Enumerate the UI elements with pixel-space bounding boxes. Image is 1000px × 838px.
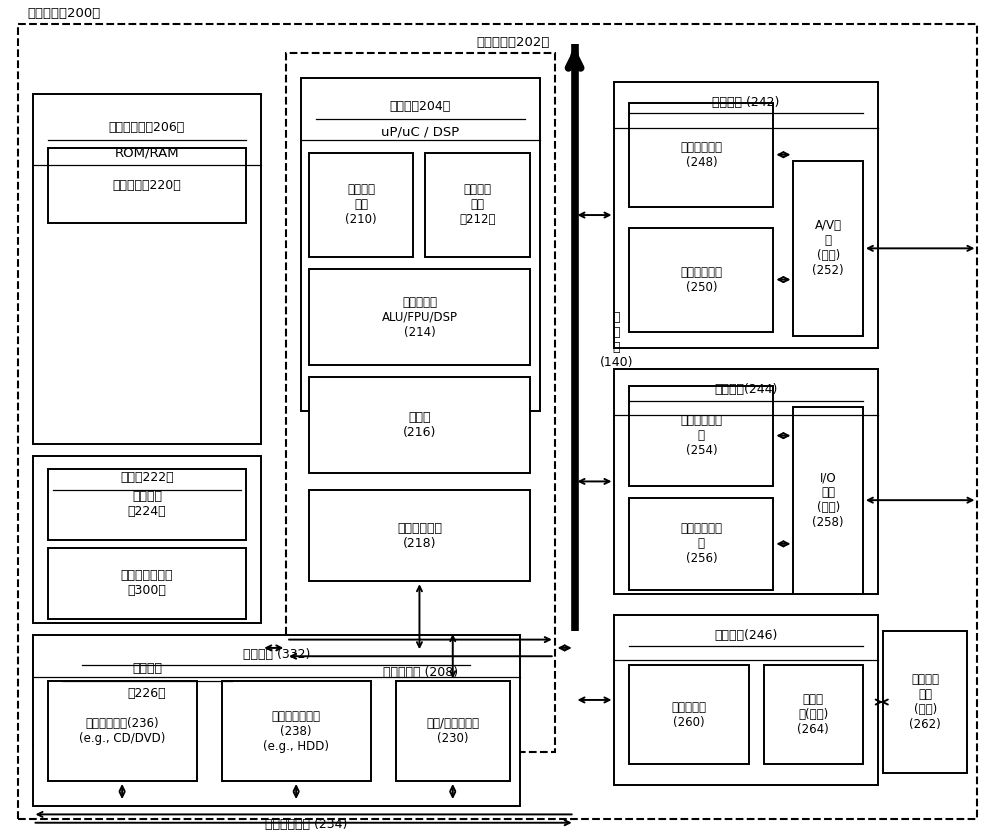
Text: 储存接口总线 (234): 储存接口总线 (234): [265, 818, 347, 831]
Text: 通信端
口(多个)
(264): 通信端 口(多个) (264): [797, 693, 829, 736]
Text: 处理器（204）: 处理器（204）: [390, 101, 451, 113]
Text: 音频处理单元
(250): 音频处理单元 (250): [680, 266, 722, 293]
FancyBboxPatch shape: [764, 665, 863, 764]
Text: 应用（222）: 应用（222）: [120, 471, 174, 484]
Text: uP/uC / DSP: uP/uC / DSP: [381, 126, 460, 138]
FancyBboxPatch shape: [629, 385, 773, 485]
Text: 通信设备(246): 通信设备(246): [714, 629, 778, 642]
FancyBboxPatch shape: [425, 153, 530, 256]
FancyBboxPatch shape: [301, 78, 540, 411]
Text: 并行接口控制
器
(256): 并行接口控制 器 (256): [680, 522, 722, 566]
FancyBboxPatch shape: [396, 681, 510, 781]
FancyBboxPatch shape: [33, 457, 261, 623]
Text: 网络控制器
(260): 网络控制器 (260): [671, 701, 706, 728]
Text: 图像处理单元
(248): 图像处理单元 (248): [680, 141, 722, 168]
Text: 输出设备 (242): 输出设备 (242): [712, 96, 780, 109]
Text: 外设接口(244): 外设接口(244): [714, 383, 778, 396]
FancyBboxPatch shape: [309, 269, 530, 365]
FancyBboxPatch shape: [33, 95, 261, 444]
FancyBboxPatch shape: [629, 498, 773, 590]
Text: （226）: （226）: [128, 687, 166, 701]
Text: 基本配置（202）: 基本配置（202）: [476, 36, 550, 49]
Text: A/V端
口
(多个)
(252): A/V端 口 (多个) (252): [812, 220, 844, 277]
Text: 处理器核心
ALU/FPU/DSP
(214): 处理器核心 ALU/FPU/DSP (214): [381, 296, 457, 339]
FancyBboxPatch shape: [33, 635, 520, 806]
FancyBboxPatch shape: [309, 489, 530, 582]
FancyBboxPatch shape: [629, 665, 749, 764]
FancyBboxPatch shape: [629, 228, 773, 332]
FancyBboxPatch shape: [309, 377, 530, 473]
FancyBboxPatch shape: [309, 153, 413, 256]
FancyBboxPatch shape: [48, 469, 246, 540]
FancyBboxPatch shape: [614, 82, 878, 349]
Text: 储存设备 (332): 储存设备 (332): [243, 648, 310, 661]
Text: 一级高速
缓存
(210): 一级高速 缓存 (210): [345, 184, 377, 226]
Text: I/O
端口
(多个)
(258): I/O 端口 (多个) (258): [812, 471, 844, 529]
Text: 可移除储存器(236)
(e.g., CD/DVD): 可移除储存器(236) (e.g., CD/DVD): [79, 717, 165, 745]
Text: 操作系统（220）: 操作系统（220）: [113, 179, 181, 193]
FancyBboxPatch shape: [33, 639, 261, 747]
Text: 存储器总线 (208): 存储器总线 (208): [383, 666, 458, 680]
Text: 计算设备（200）: 计算设备（200）: [28, 7, 101, 20]
FancyBboxPatch shape: [629, 103, 773, 207]
Text: 其他应用
（224）: 其他应用 （224）: [128, 490, 166, 519]
Text: 程序数据: 程序数据: [132, 662, 162, 675]
FancyBboxPatch shape: [883, 631, 967, 773]
Text: 其他计算
设备
(多个)
(262): 其他计算 设备 (多个) (262): [909, 673, 941, 731]
Text: ROM/RAM: ROM/RAM: [115, 146, 179, 159]
FancyBboxPatch shape: [614, 614, 878, 785]
Text: 寄存器
(216): 寄存器 (216): [403, 411, 436, 439]
FancyBboxPatch shape: [222, 681, 371, 781]
Text: 串行接口控制
器
(254): 串行接口控制 器 (254): [680, 414, 722, 458]
Text: 二级高速
缓存
（212）: 二级高速 缓存 （212）: [459, 184, 496, 226]
FancyBboxPatch shape: [48, 148, 246, 224]
FancyBboxPatch shape: [48, 681, 197, 781]
Text: 系统存储器（206）: 系统存储器（206）: [109, 122, 185, 134]
FancyBboxPatch shape: [793, 406, 863, 594]
Text: 存储器控制器
(218): 存储器控制器 (218): [397, 521, 442, 550]
FancyBboxPatch shape: [614, 369, 878, 594]
FancyBboxPatch shape: [793, 161, 863, 336]
Text: 金丝雀分析应用
（300）: 金丝雀分析应用 （300）: [121, 569, 173, 597]
Text: 不可移除储存器
(238)
(e.g., HDD): 不可移除储存器 (238) (e.g., HDD): [263, 710, 329, 753]
Text: 总线/接口控制器
(230): 总线/接口控制器 (230): [426, 717, 479, 745]
Text: 总
口
线
(140): 总 口 线 (140): [599, 311, 633, 369]
FancyBboxPatch shape: [48, 548, 246, 618]
